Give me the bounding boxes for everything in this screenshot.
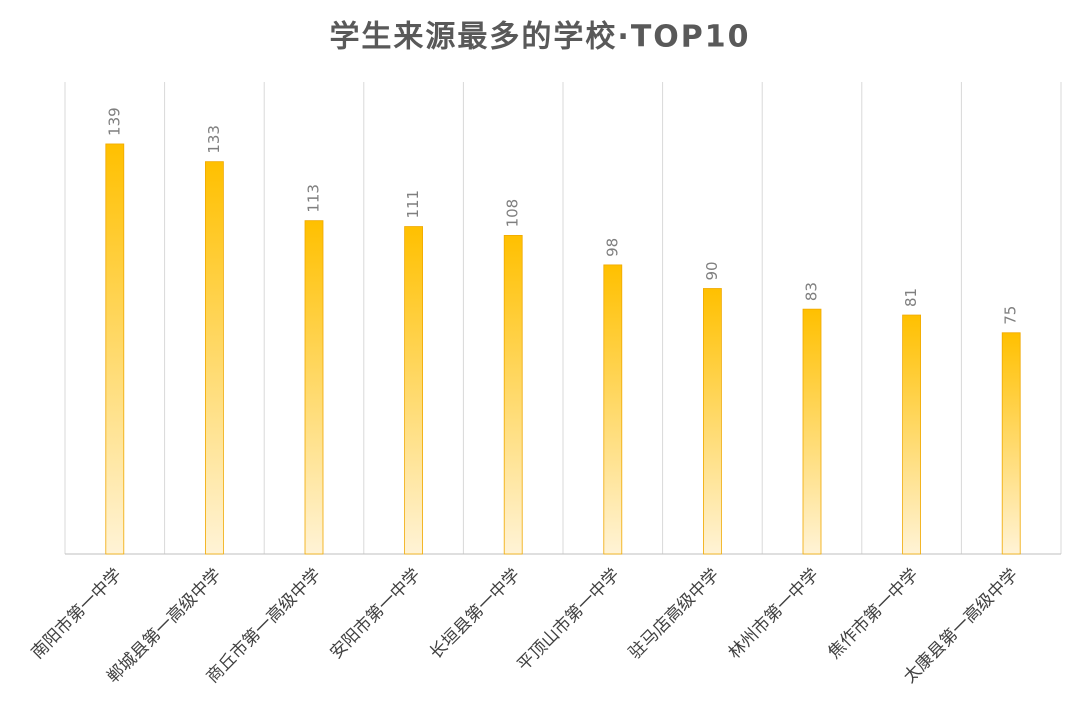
value-label: 133	[205, 125, 223, 154]
bar	[703, 288, 722, 555]
x-tick-label: 驻马店高级中学	[625, 565, 723, 663]
value-label: 83	[803, 282, 821, 301]
bar	[503, 234, 523, 555]
value-label: 81	[902, 288, 920, 307]
x-tick-label: 南阳市第一中学	[28, 565, 126, 663]
bar	[304, 220, 324, 555]
value-label: 108	[504, 199, 522, 228]
value-label: 139	[105, 107, 123, 136]
bar	[204, 161, 224, 555]
bar	[802, 308, 822, 555]
value-label: 90	[703, 261, 721, 280]
value-label: 98	[603, 238, 621, 257]
chart-title: 学生来源最多的学校·TOP10	[329, 20, 750, 55]
bar	[902, 314, 921, 555]
x-tick-label: 安阳市第一中学	[326, 565, 424, 663]
x-tick-label: 长垣县第一中学	[426, 565, 524, 663]
x-tick-label: 林州市第一中学	[725, 565, 823, 663]
bar	[603, 264, 623, 555]
bar	[105, 143, 125, 555]
value-label: 113	[305, 184, 323, 213]
bar	[404, 226, 424, 555]
x-tick-label: 平顶山市第一中学	[514, 565, 624, 675]
x-tick-label: 焦作市第一中学	[824, 565, 922, 663]
bar	[1001, 332, 1021, 555]
value-label: 111	[404, 190, 422, 219]
value-label: 75	[1002, 306, 1020, 325]
